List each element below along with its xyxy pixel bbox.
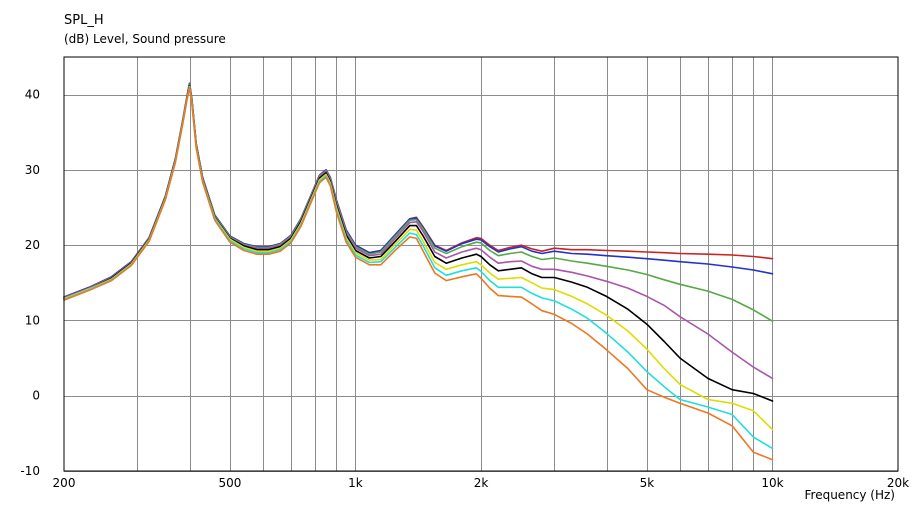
y-tick-label--10: -10: [20, 464, 40, 478]
x-tick-label-500: 500: [218, 476, 241, 490]
y-tick-label-40: 40: [25, 88, 40, 102]
x-axis-label: Frequency (Hz): [805, 488, 896, 502]
x-tick-label-10k: 10k: [761, 476, 783, 490]
x-tick-label-1k: 1k: [348, 476, 363, 490]
chart-title: SPL_H: [64, 13, 104, 28]
y-axis-label: (dB) Level, Sound pressure: [64, 32, 226, 46]
y-tick-label-0: 0: [32, 389, 40, 403]
y-tick-label-30: 30: [25, 163, 40, 177]
series-layer: [63, 82, 774, 461]
plot-frame: [63, 56, 899, 472]
y-tick-label-20: 20: [25, 238, 40, 252]
x-tick-label-2k: 2k: [474, 476, 489, 490]
x-tick-label-20k: 20k: [887, 476, 909, 490]
x-tick-label-200: 200: [53, 476, 76, 490]
tick-layer: 200 500 1k 2k 5k 10k 20k -10 0 10 20 30 40: [20, 88, 909, 490]
y-tick-label-10: 10: [25, 313, 40, 327]
x-tick-label-5k: 5k: [640, 476, 655, 490]
series-line-8: [63, 87, 774, 461]
